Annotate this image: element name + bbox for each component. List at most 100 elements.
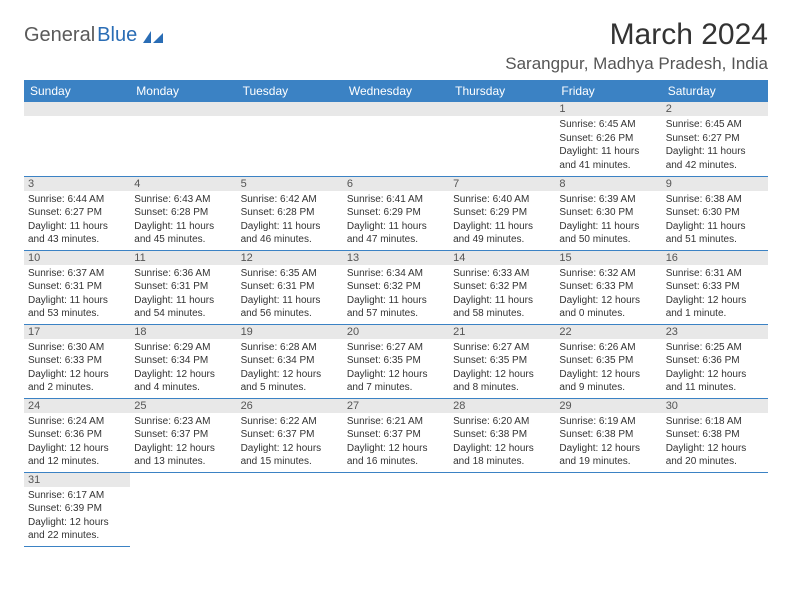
weekday-header: Tuesday — [237, 80, 343, 102]
day-number-empty — [343, 102, 449, 116]
day-number: 26 — [237, 399, 343, 413]
calendar-cell: 23Sunrise: 6:25 AMSunset: 6:36 PMDayligh… — [662, 324, 768, 398]
calendar-cell: 29Sunrise: 6:19 AMSunset: 6:38 PMDayligh… — [555, 398, 661, 472]
day-number: 10 — [24, 251, 130, 265]
calendar-cell: 20Sunrise: 6:27 AMSunset: 6:35 PMDayligh… — [343, 324, 449, 398]
calendar-cell: 3Sunrise: 6:44 AMSunset: 6:27 PMDaylight… — [24, 176, 130, 250]
calendar-cell: 22Sunrise: 6:26 AMSunset: 6:35 PMDayligh… — [555, 324, 661, 398]
calendar-cell: 31Sunrise: 6:17 AMSunset: 6:39 PMDayligh… — [24, 472, 130, 546]
calendar-cell — [343, 102, 449, 176]
calendar-cell: 28Sunrise: 6:20 AMSunset: 6:38 PMDayligh… — [449, 398, 555, 472]
day-body: Sunrise: 6:21 AMSunset: 6:37 PMDaylight:… — [343, 413, 449, 471]
day-body: Sunrise: 6:45 AMSunset: 6:27 PMDaylight:… — [662, 116, 768, 174]
day-number: 3 — [24, 177, 130, 191]
calendar-cell: 13Sunrise: 6:34 AMSunset: 6:32 PMDayligh… — [343, 250, 449, 324]
calendar-cell: 21Sunrise: 6:27 AMSunset: 6:35 PMDayligh… — [449, 324, 555, 398]
month-title: March 2024 — [505, 18, 768, 52]
calendar-cell: 4Sunrise: 6:43 AMSunset: 6:28 PMDaylight… — [130, 176, 236, 250]
weekday-header: Saturday — [662, 80, 768, 102]
weekday-header-row: Sunday Monday Tuesday Wednesday Thursday… — [24, 80, 768, 102]
day-number: 16 — [662, 251, 768, 265]
day-number: 30 — [662, 399, 768, 413]
calendar-cell: 16Sunrise: 6:31 AMSunset: 6:33 PMDayligh… — [662, 250, 768, 324]
calendar-cell: 14Sunrise: 6:33 AMSunset: 6:32 PMDayligh… — [449, 250, 555, 324]
logo-text-gray: General — [24, 24, 95, 47]
calendar-row: 10Sunrise: 6:37 AMSunset: 6:31 PMDayligh… — [24, 250, 768, 324]
calendar-cell — [130, 472, 236, 546]
calendar-cell: 1Sunrise: 6:45 AMSunset: 6:26 PMDaylight… — [555, 102, 661, 176]
calendar-cell: 26Sunrise: 6:22 AMSunset: 6:37 PMDayligh… — [237, 398, 343, 472]
day-number: 24 — [24, 399, 130, 413]
day-body: Sunrise: 6:31 AMSunset: 6:33 PMDaylight:… — [662, 265, 768, 323]
day-number: 23 — [662, 325, 768, 339]
day-body: Sunrise: 6:26 AMSunset: 6:35 PMDaylight:… — [555, 339, 661, 397]
day-number: 31 — [24, 473, 130, 487]
calendar-cell: 18Sunrise: 6:29 AMSunset: 6:34 PMDayligh… — [130, 324, 236, 398]
calendar-page: GeneralBlue March 2024 Sarangpur, Madhya… — [0, 0, 792, 565]
header: GeneralBlue March 2024 Sarangpur, Madhya… — [24, 18, 768, 74]
calendar-cell — [555, 472, 661, 546]
day-number: 11 — [130, 251, 236, 265]
title-block: March 2024 Sarangpur, Madhya Pradesh, In… — [505, 18, 768, 74]
day-body: Sunrise: 6:37 AMSunset: 6:31 PMDaylight:… — [24, 265, 130, 323]
day-body: Sunrise: 6:23 AMSunset: 6:37 PMDaylight:… — [130, 413, 236, 471]
day-number: 25 — [130, 399, 236, 413]
calendar-cell — [343, 472, 449, 546]
day-body: Sunrise: 6:34 AMSunset: 6:32 PMDaylight:… — [343, 265, 449, 323]
calendar-cell: 5Sunrise: 6:42 AMSunset: 6:28 PMDaylight… — [237, 176, 343, 250]
calendar-cell: 24Sunrise: 6:24 AMSunset: 6:36 PMDayligh… — [24, 398, 130, 472]
calendar-cell: 30Sunrise: 6:18 AMSunset: 6:38 PMDayligh… — [662, 398, 768, 472]
day-body: Sunrise: 6:45 AMSunset: 6:26 PMDaylight:… — [555, 116, 661, 174]
day-number: 29 — [555, 399, 661, 413]
day-body: Sunrise: 6:19 AMSunset: 6:38 PMDaylight:… — [555, 413, 661, 471]
calendar-cell — [662, 472, 768, 546]
day-number-empty — [449, 102, 555, 116]
weekday-header: Wednesday — [343, 80, 449, 102]
calendar-cell — [237, 102, 343, 176]
calendar-cell — [237, 472, 343, 546]
day-body: Sunrise: 6:36 AMSunset: 6:31 PMDaylight:… — [130, 265, 236, 323]
calendar-row: 31Sunrise: 6:17 AMSunset: 6:39 PMDayligh… — [24, 472, 768, 546]
day-body: Sunrise: 6:29 AMSunset: 6:34 PMDaylight:… — [130, 339, 236, 397]
day-body: Sunrise: 6:25 AMSunset: 6:36 PMDaylight:… — [662, 339, 768, 397]
logo-text-blue: Blue — [97, 24, 137, 47]
calendar-cell — [449, 472, 555, 546]
day-number: 13 — [343, 251, 449, 265]
day-number: 7 — [449, 177, 555, 191]
calendar-body: 1Sunrise: 6:45 AMSunset: 6:26 PMDaylight… — [24, 102, 768, 546]
day-body: Sunrise: 6:17 AMSunset: 6:39 PMDaylight:… — [24, 487, 130, 545]
day-number: 21 — [449, 325, 555, 339]
day-body: Sunrise: 6:43 AMSunset: 6:28 PMDaylight:… — [130, 191, 236, 249]
calendar-table: Sunday Monday Tuesday Wednesday Thursday… — [24, 80, 768, 547]
calendar-cell: 19Sunrise: 6:28 AMSunset: 6:34 PMDayligh… — [237, 324, 343, 398]
day-number: 17 — [24, 325, 130, 339]
calendar-cell: 2Sunrise: 6:45 AMSunset: 6:27 PMDaylight… — [662, 102, 768, 176]
day-number: 20 — [343, 325, 449, 339]
calendar-cell — [449, 102, 555, 176]
calendar-cell: 25Sunrise: 6:23 AMSunset: 6:37 PMDayligh… — [130, 398, 236, 472]
day-number: 15 — [555, 251, 661, 265]
day-number: 12 — [237, 251, 343, 265]
day-body: Sunrise: 6:39 AMSunset: 6:30 PMDaylight:… — [555, 191, 661, 249]
day-body: Sunrise: 6:42 AMSunset: 6:28 PMDaylight:… — [237, 191, 343, 249]
logo: GeneralBlue — [24, 18, 165, 47]
weekday-header: Friday — [555, 80, 661, 102]
day-number: 9 — [662, 177, 768, 191]
calendar-cell: 6Sunrise: 6:41 AMSunset: 6:29 PMDaylight… — [343, 176, 449, 250]
calendar-cell: 11Sunrise: 6:36 AMSunset: 6:31 PMDayligh… — [130, 250, 236, 324]
day-number: 2 — [662, 102, 768, 116]
day-number-empty — [24, 102, 130, 116]
calendar-cell: 27Sunrise: 6:21 AMSunset: 6:37 PMDayligh… — [343, 398, 449, 472]
day-number: 14 — [449, 251, 555, 265]
day-body: Sunrise: 6:33 AMSunset: 6:32 PMDaylight:… — [449, 265, 555, 323]
day-number: 22 — [555, 325, 661, 339]
day-body: Sunrise: 6:40 AMSunset: 6:29 PMDaylight:… — [449, 191, 555, 249]
day-number-empty — [237, 102, 343, 116]
day-number-empty — [130, 102, 236, 116]
calendar-cell: 10Sunrise: 6:37 AMSunset: 6:31 PMDayligh… — [24, 250, 130, 324]
day-body: Sunrise: 6:28 AMSunset: 6:34 PMDaylight:… — [237, 339, 343, 397]
weekday-header: Thursday — [449, 80, 555, 102]
sails-icon — [141, 28, 165, 44]
calendar-cell — [24, 102, 130, 176]
day-number: 8 — [555, 177, 661, 191]
